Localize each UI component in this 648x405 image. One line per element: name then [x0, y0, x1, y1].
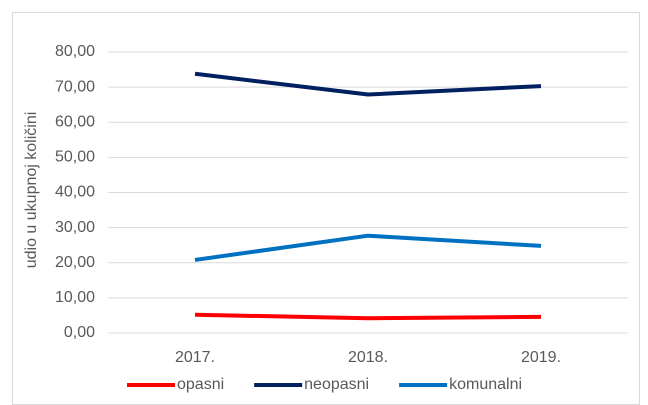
series-line [194, 71, 542, 97]
y-tick-label: 10,00 [55, 289, 95, 306]
y-tick-label: 40,00 [55, 184, 95, 201]
y-tick-label: 80,00 [55, 43, 95, 60]
x-tick-label: 2017. [175, 349, 215, 366]
legend-label: komunalni [449, 376, 522, 393]
x-tick-label: 2018. [348, 349, 388, 366]
y-tick-label: 50,00 [55, 149, 95, 166]
chart-border [12, 12, 640, 405]
y-tick-label: 30,00 [55, 219, 95, 236]
legend-label: neopasni [304, 376, 369, 393]
legend-label: opasni [177, 376, 224, 393]
y-axis-label: udio u ukupnoj količini [23, 112, 40, 269]
y-tick-label: 0,00 [64, 324, 95, 341]
y-tick-label: 60,00 [55, 113, 95, 130]
x-tick-label: 2019. [521, 349, 561, 366]
y-tick-label: 70,00 [55, 78, 95, 95]
series-line [194, 233, 542, 262]
series-line [194, 312, 542, 321]
y-tick-label: 20,00 [55, 254, 95, 271]
